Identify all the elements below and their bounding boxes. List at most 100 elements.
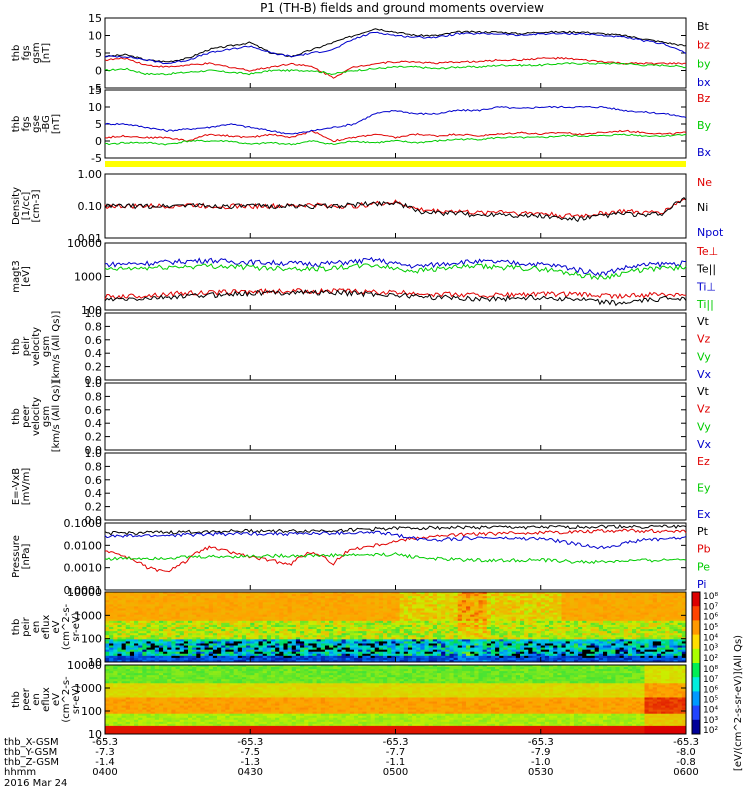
- spectrogram-cell: [656, 610, 662, 613]
- spectrogram-cell: [428, 620, 434, 624]
- spectrogram-cell: [358, 616, 363, 620]
- spectrogram-cell: [121, 633, 127, 636]
- spectrogram-cell: [453, 633, 459, 636]
- spectrogram-cell: [117, 627, 122, 630]
- spectrogram-cell: [544, 604, 550, 607]
- spectrogram-cell: [383, 631, 388, 634]
- spectrogram-cell: [524, 631, 529, 634]
- spectrogram-cell: [428, 643, 434, 646]
- spectrogram-cell: [225, 631, 230, 634]
- spectrogram-cell: [117, 600, 122, 603]
- spectrogram-cell: [366, 610, 371, 613]
- spectrogram-cell: [179, 633, 185, 636]
- spectrogram-cell: [432, 639, 438, 642]
- spectrogram-cell: [113, 649, 118, 653]
- spectrogram-cell: [607, 641, 612, 644]
- spectrogram-cell: [125, 659, 131, 663]
- spectrogram-cell: [515, 657, 521, 661]
- spectrogram-cell: [200, 629, 205, 632]
- spectrogram-cell: [594, 600, 600, 603]
- spectrogram-cell: [117, 604, 122, 607]
- spectrogram-cell: [681, 618, 687, 622]
- spectrogram-cell: [258, 629, 264, 632]
- spectrogram-cell: [129, 596, 135, 599]
- spectrogram-cell: [648, 639, 654, 642]
- spectrogram-cell: [271, 596, 276, 599]
- spectrogram-cell: [125, 631, 131, 634]
- spectrogram-cell: [549, 659, 554, 663]
- spectrogram-cell: [594, 604, 600, 607]
- panel-ion_spec: 10000100010010thbpeirenefluxeV(cm^2-s-sr…: [11, 586, 687, 669]
- spectrogram-cell: [134, 653, 139, 657]
- spectrogram-cell: [490, 653, 496, 657]
- spectrogram-cell: [167, 602, 172, 605]
- spectrogram-cell: [333, 659, 338, 663]
- y-tick-label: 15: [88, 12, 102, 25]
- spectrogram-cell: [271, 631, 276, 634]
- spectrogram-cell: [669, 637, 674, 640]
- spectrogram-cell: [362, 643, 367, 646]
- spectrogram-cell: [432, 643, 438, 646]
- spectrogram-cell: [619, 620, 625, 624]
- spectrogram-cell: [627, 618, 633, 622]
- spectrogram-cell: [374, 629, 380, 632]
- spectrogram-cell: [333, 616, 338, 620]
- spectrogram-cell: [669, 602, 674, 605]
- spectrogram-cell: [212, 653, 218, 657]
- spectrogram-cell: [312, 653, 318, 657]
- spectrogram-cell: [142, 627, 147, 630]
- spectrogram-cell: [324, 655, 330, 659]
- spectrogram-cell: [129, 659, 135, 663]
- spectrogram-cell: [188, 602, 193, 605]
- spectrogram-cell: [619, 614, 625, 618]
- spectrogram-cell: [167, 598, 172, 601]
- spectrogram-cell: [673, 594, 679, 597]
- spectrogram-cell: [142, 598, 147, 601]
- spectrogram-cell: [648, 655, 654, 659]
- spectrogram-cell: [532, 655, 537, 659]
- spectrogram-cell: [109, 653, 114, 657]
- spectrogram-cell: [283, 651, 288, 655]
- spectrogram-cell: [175, 651, 181, 655]
- spectrogram-cell: [337, 606, 342, 609]
- spectrogram-cell: [441, 616, 446, 620]
- spectrogram-cell: [217, 657, 222, 661]
- spectrogram-cell: [495, 592, 500, 595]
- spectrogram-cell: [632, 645, 637, 648]
- spectrogram-cell: [146, 614, 152, 618]
- spectrogram-cell: [470, 645, 475, 648]
- spectrogram-cell: [134, 645, 139, 648]
- spectrogram-cell: [237, 600, 243, 603]
- spectrogram-cell: [590, 620, 596, 624]
- spectrogram-cell: [669, 641, 674, 644]
- spectrogram-cell: [208, 598, 214, 601]
- spectrogram-cell: [594, 629, 600, 632]
- spectrogram-cell: [341, 639, 347, 642]
- spectrogram-cell: [291, 655, 297, 659]
- spectrogram-cell: [125, 612, 131, 616]
- spectrogram-cell: [354, 610, 359, 613]
- spectrogram-cell: [482, 633, 488, 636]
- spectrogram-cell: [138, 647, 143, 651]
- spectrogram-cell: [105, 633, 110, 636]
- spectrogram-cell: [598, 635, 604, 638]
- spectrogram-cell: [378, 645, 384, 648]
- spectrogram-cell: [412, 643, 417, 646]
- spectrogram-cell: [337, 629, 342, 632]
- spectrogram-cell: [308, 633, 313, 636]
- spectrogram-cell: [196, 596, 201, 599]
- spectrogram-cell: [453, 637, 459, 640]
- spectrogram-cell: [520, 624, 525, 628]
- spectrogram-cell: [324, 633, 330, 636]
- spectrogram-cell: [383, 655, 388, 659]
- spectrogram-cell: [163, 653, 168, 657]
- spectrogram-cell: [387, 639, 392, 642]
- spectrogram-cell: [623, 594, 629, 597]
- spectrogram-cell: [607, 645, 612, 648]
- spectrogram-cell: [528, 653, 533, 657]
- spectrogram-cell: [221, 643, 226, 646]
- spectrogram-cell: [490, 641, 496, 644]
- spectrogram-cell: [387, 645, 392, 648]
- y-axis-label: Density[1/cc][cm-3]: [11, 187, 42, 225]
- spectrogram-cell: [648, 620, 654, 624]
